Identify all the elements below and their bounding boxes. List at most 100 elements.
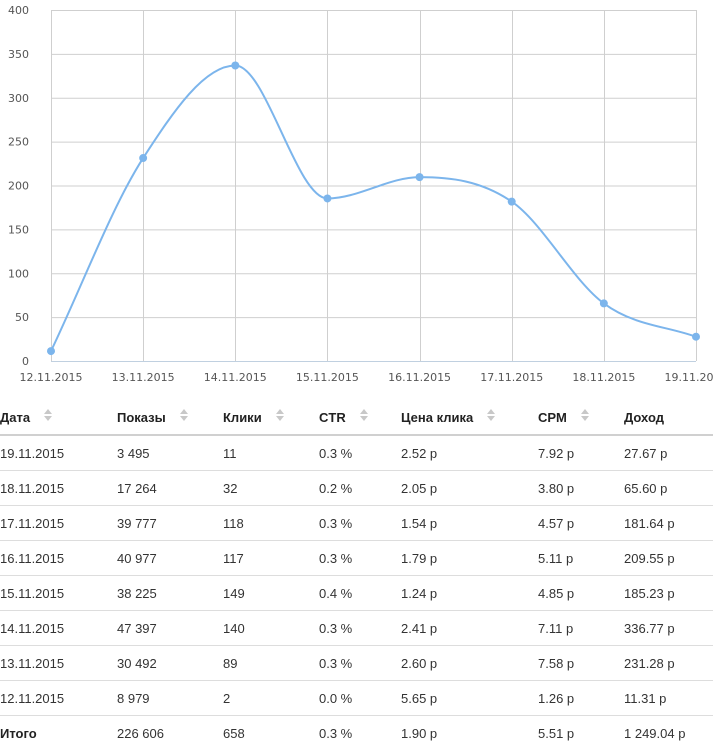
table-cell: 117 — [223, 540, 319, 576]
table-cell: 2 — [223, 680, 319, 716]
data-point — [599, 299, 608, 308]
y-tick-label: 400 — [8, 4, 29, 17]
x-tick-label: 19.11.2015 — [665, 371, 713, 384]
table-cell: 0.3 % — [319, 610, 401, 646]
column-header-label: Цена клика — [401, 409, 474, 425]
table-cell: 4.57 р — [538, 505, 624, 541]
table-cell: 47 397 — [117, 610, 223, 646]
y-axis: 0 50 100 150 200 250 300 350 400 — [8, 4, 29, 368]
revenue-line-chart: 0 50 100 150 200 250 300 350 400 12.11.2015 13.11… — [8, 4, 713, 384]
y-tick-label: 300 — [8, 92, 29, 105]
data-point — [692, 332, 700, 341]
table-cell: 1.54 р — [401, 505, 538, 541]
y-tick-label: 200 — [8, 180, 29, 193]
table-cell: 0.0 % — [319, 680, 401, 716]
table-cell: 0.3 % — [319, 725, 353, 741]
table-cell: 65.60 р — [624, 470, 713, 506]
table-cell: 0.4 % — [319, 575, 401, 611]
table-row: 18.11.2015 17 264 32 0.2 % 2.05 р 3.80 р 65.60… — [0, 470, 713, 506]
table-cell: 185.23 р — [624, 575, 713, 611]
column-header[interactable]: Цена клика — [401, 399, 538, 436]
table-cell: 17.11.2015 — [0, 505, 117, 541]
x-tick-label: 14.11.2015 — [204, 371, 267, 384]
table-cell: 2.52 р — [401, 435, 538, 471]
table-cell: 3.80 р — [538, 470, 624, 506]
y-tick-label: 350 — [8, 48, 29, 61]
data-point — [323, 194, 332, 203]
table-cell: 7.11 р — [538, 610, 624, 646]
column-header-label: CTR — [319, 409, 346, 425]
table-cell: 1.79 р — [401, 540, 538, 576]
table-cell: 0.3 % — [319, 505, 401, 541]
table-cell: 11 — [223, 435, 319, 471]
table-cell: 1.24 р — [401, 575, 538, 611]
column-header[interactable]: CTR — [319, 399, 401, 436]
data-point — [139, 154, 148, 163]
table-cell: 16.11.2015 — [0, 540, 117, 576]
x-tick-label: 13.11.2015 — [112, 371, 175, 384]
table-cell: 1.90 р — [401, 725, 438, 741]
table-cell: 5.65 р — [401, 680, 538, 716]
table-cell: 32 — [223, 470, 319, 506]
table-cell: 39 777 — [117, 505, 223, 541]
column-header-label: CPM — [538, 409, 567, 425]
table-cell: 17 264 — [117, 470, 223, 506]
table-cell: 118 — [223, 505, 319, 541]
table-cell: 89 — [223, 645, 319, 681]
table-cell: 140 — [223, 610, 319, 646]
y-tick-label: 0 — [22, 355, 29, 368]
sort-arrows-icon[interactable] — [580, 409, 589, 423]
data-point — [507, 197, 516, 206]
table-cell: 2.41 р — [401, 610, 538, 646]
column-header[interactable]: CPM — [538, 399, 624, 436]
table-cell: 226 606 — [117, 725, 164, 741]
x-tick-label: 17.11.2015 — [480, 371, 543, 384]
series-line — [50, 64, 697, 352]
table-cell: 11.31 р — [624, 680, 713, 716]
sort-arrows-icon[interactable] — [179, 409, 188, 423]
data-point — [231, 61, 240, 70]
total-row: Итого 226 606 658 0.3 % 1.90 р 5.51 р 1 249.04… — [0, 716, 713, 751]
x-axis: 12.11.2015 13.11.2015 14.11.2015 15.11.2015… — [20, 371, 713, 384]
table-cell: 19.11.2015 — [0, 435, 117, 471]
table-row: 16.11.2015 40 977 117 0.3 % 1.79 р 5.11 р 209.… — [0, 540, 713, 576]
series-points — [47, 61, 700, 356]
column-header[interactable]: Дата — [0, 399, 117, 436]
sort-arrows-icon[interactable] — [44, 409, 53, 423]
table-header-row: Дата Показы Клики CTR Цена клика CPM Доход — [0, 399, 713, 436]
sort-arrows-icon[interactable] — [275, 409, 284, 423]
column-header[interactable]: Доход — [624, 399, 713, 436]
table-cell: 149 — [223, 575, 319, 611]
table-cell: 181.64 р — [624, 505, 713, 541]
x-tick-label: 16.11.2015 — [388, 371, 451, 384]
table-cell: 38 225 — [117, 575, 223, 611]
table-cell: 2.60 р — [401, 645, 538, 681]
table-cell: 209.55 р — [624, 540, 713, 576]
table-cell: 30 492 — [117, 645, 223, 681]
sort-arrows-icon[interactable] — [359, 409, 368, 423]
table-row: 12.11.2015 8 979 2 0.0 % 5.65 р 1.26 р 11.31 р — [0, 680, 713, 716]
column-header-label: Клики — [223, 409, 262, 425]
x-tick-label: 15.11.2015 — [296, 371, 359, 384]
table-cell: 0.3 % — [319, 645, 401, 681]
table-row: 15.11.2015 38 225 149 0.4 % 1.24 р 4.85 р 185.… — [0, 575, 713, 611]
data-point — [415, 173, 424, 182]
table-cell: 15.11.2015 — [0, 575, 117, 611]
table-cell: 7.92 р — [538, 435, 624, 471]
y-tick-label: 250 — [8, 136, 29, 149]
y-tick-label: 100 — [8, 267, 29, 280]
column-header[interactable]: Показы — [117, 399, 223, 436]
table-cell: 1.26 р — [538, 680, 624, 716]
table-cell: 2.05 р — [401, 470, 538, 506]
column-header[interactable]: Клики — [223, 399, 319, 436]
table-row: 17.11.2015 39 777 118 0.3 % 1.54 р 4.57 р 181.… — [0, 505, 713, 541]
table-cell: 12.11.2015 — [0, 680, 117, 716]
table-cell: 336.77 р — [624, 610, 713, 646]
column-header-label: Показы — [117, 409, 166, 425]
table-cell: 14.11.2015 — [0, 610, 117, 646]
sort-arrows-icon[interactable] — [487, 409, 496, 423]
y-tick-label: 50 — [15, 311, 29, 324]
y-tick-label: 150 — [8, 223, 29, 236]
column-header-label: Доход — [624, 409, 664, 425]
table-cell: 4.85 р — [538, 575, 624, 611]
